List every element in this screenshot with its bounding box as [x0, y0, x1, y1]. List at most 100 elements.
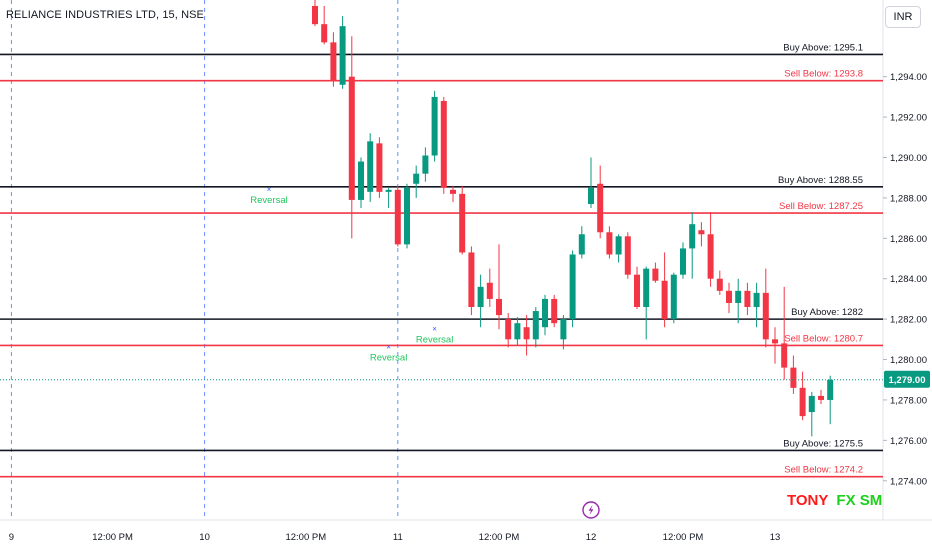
- y-tick-label: 1,274.00: [890, 476, 927, 487]
- candle-body: [514, 323, 521, 340]
- y-axis[interactable]: 1,274.00 1,276.00 1,278.00 1,280.00 1,282.00…: [883, 72, 930, 487]
- reversal-label: Reversal: [370, 352, 408, 363]
- y-tick-label: 1,280.00: [890, 355, 927, 366]
- candle-body: [404, 187, 410, 245]
- candle-body: [643, 268, 650, 308]
- candle-body: [321, 24, 328, 43]
- sell-level-label: Sell Below: 1280.7: [784, 333, 863, 344]
- candle: [551, 294, 558, 328]
- candle: [698, 222, 705, 247]
- y-tick-label: 1,284.00: [890, 274, 927, 285]
- buy-level-label: Buy Above: 1275.5: [783, 438, 863, 449]
- candle-body: [781, 343, 788, 368]
- sell-level-label: Sell Below: 1293.8: [784, 69, 863, 80]
- last-price-badge-text: 1,279.00: [889, 375, 926, 386]
- candle: [459, 185, 466, 255]
- candle: [376, 137, 383, 198]
- candle-body: [551, 298, 558, 324]
- candle: [661, 252, 668, 328]
- candle: [523, 315, 530, 356]
- candle-body: [578, 234, 585, 255]
- candle: [827, 375, 834, 425]
- candle: [744, 282, 751, 316]
- candle-body: [790, 367, 797, 388]
- level-lines: Buy Above: 1295.1 Sell Below: 1293.8 Buy A…: [0, 42, 883, 478]
- y-tick-label: 1,292.00: [890, 113, 927, 124]
- candle: [808, 391, 815, 437]
- reversal-label: Reversal: [250, 195, 288, 206]
- candle: [680, 242, 686, 279]
- candle-body: [799, 387, 806, 417]
- candle-body: [496, 298, 502, 316]
- candle-series: [312, 0, 834, 437]
- candle: [404, 183, 410, 249]
- candle: [772, 327, 778, 364]
- candle-body: [330, 42, 337, 81]
- candle: [542, 294, 548, 336]
- x-tick-label: 10: [199, 532, 210, 543]
- y-tick-label: 1,290.00: [890, 153, 927, 164]
- candle: [578, 226, 585, 259]
- candle-body: [376, 143, 383, 192]
- candle-body: [459, 193, 466, 253]
- candle-body: [523, 327, 530, 340]
- candle: [477, 274, 484, 328]
- reversal-cross: ×: [432, 324, 437, 333]
- brand-name-part1: TONY: [787, 492, 829, 509]
- candle: [532, 307, 539, 348]
- y-tick-label: 1,278.00: [890, 395, 927, 406]
- candle: [413, 165, 420, 198]
- x-tick-label: 12: [586, 532, 597, 543]
- candle: [652, 262, 659, 283]
- candle-body: [569, 254, 576, 320]
- candle-body: [680, 248, 686, 275]
- brand-name-part2: FX SM: [836, 492, 883, 509]
- reversal-cross: ×: [386, 342, 391, 351]
- buy-level-label: Buy Above: 1282: [791, 307, 863, 318]
- candle-body: [542, 298, 548, 328]
- y-tick-label: 1,288.00: [890, 193, 927, 204]
- candle: [468, 246, 475, 316]
- candle-body: [827, 379, 834, 400]
- x-axis[interactable]: 9 12:00 PM 10 12:00 PM 11 12:00 PM 12 12:00 PM 1…: [9, 532, 781, 543]
- y-tick-label: 1,294.00: [890, 72, 927, 83]
- candle-body: [468, 252, 475, 308]
- reversal-label: Reversal: [416, 334, 454, 345]
- candle: [486, 268, 493, 308]
- candle: [707, 212, 714, 287]
- candle: [753, 282, 760, 328]
- candle-body: [735, 290, 742, 303]
- candle: [358, 157, 364, 209]
- symbol-title[interactable]: RELIANCE INDUSTRIES LTD, 15, NSE: [6, 9, 204, 21]
- currency-button[interactable]: INR: [885, 6, 921, 28]
- candle: [716, 270, 723, 295]
- candle-body: [367, 141, 374, 192]
- x-tick-label: 12:00 PM: [663, 532, 704, 543]
- sell-level-label: Sell Below: 1274.2: [784, 465, 863, 476]
- candle: [312, 0, 318, 27]
- candle-body: [505, 319, 512, 340]
- event-marker[interactable]: [582, 501, 600, 519]
- candle-body: [348, 76, 355, 200]
- y-tick-label: 1,276.00: [890, 436, 927, 447]
- candle-body: [606, 232, 613, 255]
- candle-body: [422, 155, 429, 174]
- candle: [505, 313, 512, 348]
- lightning-icon-bolt: [588, 505, 594, 515]
- reversal-markers: ×Reversal×Reversal×Reversal: [250, 185, 453, 364]
- candle: [330, 32, 337, 87]
- candle-body: [477, 286, 484, 308]
- candle: [670, 272, 677, 324]
- candle-body: [818, 395, 824, 400]
- candle-body: [339, 26, 346, 85]
- candle-body: [450, 189, 456, 194]
- candle: [450, 185, 456, 202]
- candle-body: [698, 230, 705, 235]
- y-tick-label: 1,286.00: [890, 234, 927, 245]
- session-dividers: [10, 0, 399, 520]
- candle: [818, 389, 824, 404]
- candle: [367, 133, 374, 202]
- candle: [348, 36, 355, 239]
- candle-body: [707, 234, 714, 279]
